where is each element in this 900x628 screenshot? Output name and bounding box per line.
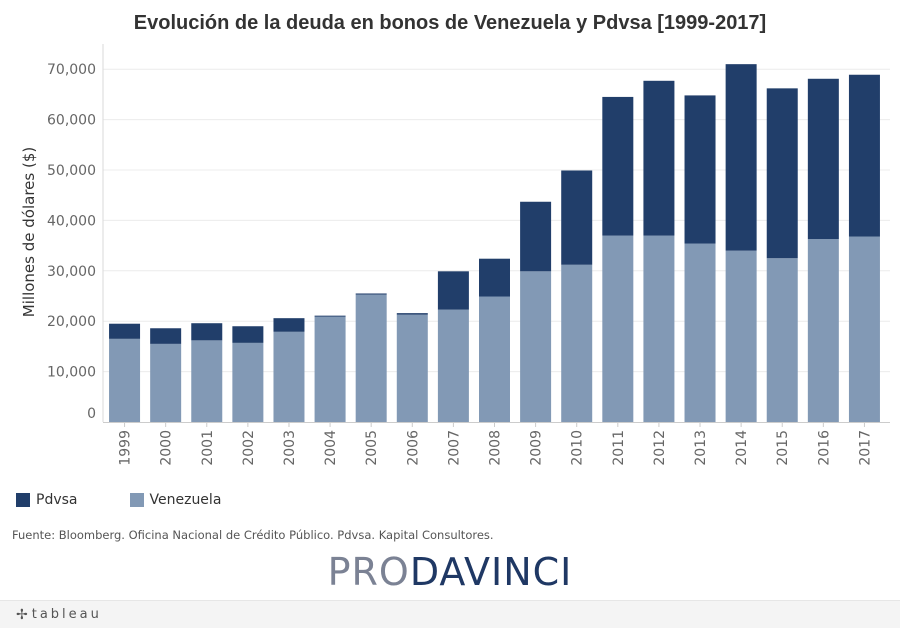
x-tick-label-2006: 2006	[405, 430, 421, 466]
bar-pdvsa-2016	[807, 78, 839, 240]
bar-venezuela-2011	[602, 235, 634, 422]
bar-pdvsa-2002	[232, 326, 264, 343]
y-tick-label-50000: 50,000	[47, 163, 96, 179]
bar-chart: 0 10,000 20,000 30,000 40,000 50,000 60,000 70,…	[20, 44, 890, 466]
bar-venezuela-2010	[561, 264, 593, 422]
y-tick-label-20000: 20,000	[47, 314, 96, 330]
x-tick-label-2014: 2014	[734, 430, 750, 466]
bar-venezuela-2005	[355, 294, 387, 422]
x-tick-label-2016: 2016	[816, 430, 832, 466]
x-tick-label-2011: 2011	[611, 430, 627, 466]
x-tick-label-2004: 2004	[323, 430, 339, 466]
x-tick-label-2012: 2012	[652, 430, 668, 466]
prodavinci-logo[interactable]: PRODAVINCI	[0, 548, 900, 596]
bar-venezuela-2003	[273, 331, 305, 422]
legend-item-pdvsa[interactable]: Pdvsa	[16, 492, 78, 508]
legend: Pdvsa Venezuela	[16, 490, 273, 510]
y-axis-title: Millones de dólares ($)	[20, 147, 38, 317]
legend-label-venezuela: Venezuela	[149, 492, 222, 508]
bar-pdvsa-2009	[520, 201, 552, 272]
tableau-cross-icon: ✢	[16, 606, 28, 623]
bar-venezuela-2016	[807, 239, 839, 422]
bar-venezuela-2012	[643, 235, 675, 422]
x-tick-label-2009: 2009	[529, 430, 545, 466]
x-tick-label-2002: 2002	[241, 430, 257, 466]
bar-venezuela-2008	[479, 296, 510, 422]
bar-pdvsa-2003	[273, 318, 305, 332]
x-tick-label-2013: 2013	[693, 430, 709, 466]
legend-label-pdvsa: Pdvsa	[36, 492, 78, 508]
x-tick-label-2007: 2007	[446, 430, 462, 466]
bar-pdvsa-2010	[561, 170, 593, 265]
x-tick-label-2010: 2010	[570, 430, 586, 466]
tableau-link[interactable]: ✢ tableau	[16, 607, 102, 623]
bar-venezuela-2015	[766, 258, 798, 422]
logo-part-pro: PRO	[327, 550, 410, 594]
x-tick-label-2008: 2008	[488, 430, 504, 466]
bar-pdvsa-2006	[396, 313, 428, 315]
bar-pdvsa-2007	[437, 271, 469, 310]
y-tick-label-70000: 70,000	[47, 62, 96, 78]
tableau-wordmark: tableau	[31, 607, 102, 622]
x-tick-label-2000: 2000	[159, 430, 175, 466]
y-tick-label-60000: 60,000	[47, 113, 96, 129]
bar-pdvsa-2015	[766, 88, 798, 259]
x-tick-label-1999: 1999	[118, 430, 134, 466]
y-tick-label-30000: 30,000	[47, 264, 96, 280]
bar-pdvsa-2000	[150, 328, 182, 344]
x-tick-label-2005: 2005	[364, 430, 380, 466]
x-tick-label-2017: 2017	[857, 430, 873, 466]
logo-part-davinci: DAVINCI	[409, 550, 573, 594]
legend-swatch-venezuela	[129, 493, 144, 507]
bar-venezuela-2017	[848, 236, 880, 422]
bar-venezuela-2009	[520, 271, 552, 422]
bar-pdvsa-2011	[602, 96, 634, 236]
source-note: Fuente: Bloomberg. Oficina Nacional de C…	[12, 528, 494, 542]
bar-venezuela-2000	[150, 343, 182, 422]
y-tick-label-40000: 40,000	[47, 213, 96, 229]
legend-swatch-pdvsa	[16, 493, 30, 507]
x-tick-label-2015: 2015	[775, 430, 791, 466]
x-tick-label-2003: 2003	[282, 430, 298, 466]
bar-pdvsa-2013	[684, 95, 716, 244]
bar-pdvsa-2004	[314, 315, 346, 317]
bar-venezuela-2014	[725, 250, 757, 422]
tableau-footer: ✢ tableau	[0, 600, 900, 628]
bar-venezuela-2004	[314, 316, 346, 422]
bar-pdvsa-2001	[191, 323, 223, 341]
chart-title: Evolución de la deuda en bonos de Venezu…	[133, 12, 767, 34]
legend-item-venezuela[interactable]: Venezuela	[129, 492, 222, 508]
bars	[109, 64, 880, 422]
bar-venezuela-1999	[109, 338, 141, 422]
bar-venezuela-2007	[437, 309, 469, 422]
bar-venezuela-2001	[191, 340, 223, 422]
bar-pdvsa-2008	[479, 258, 510, 297]
bar-pdvsa-2017	[848, 74, 880, 237]
bar-venezuela-2002	[232, 342, 264, 422]
bar-venezuela-2013	[684, 243, 716, 422]
bar-pdvsa-2014	[725, 64, 757, 251]
bar-pdvsa-2005	[355, 293, 387, 295]
x-tick-label-2001: 2001	[200, 430, 216, 466]
bar-pdvsa-1999	[109, 323, 141, 339]
y-tick-label-0: 0	[87, 406, 96, 422]
y-tick-label-10000: 10,000	[47, 365, 96, 381]
axes: 0 10,000 20,000 30,000 40,000 50,000 60,000 70,…	[47, 44, 890, 466]
bar-pdvsa-2012	[643, 80, 675, 236]
bar-venezuela-2006	[396, 314, 428, 422]
